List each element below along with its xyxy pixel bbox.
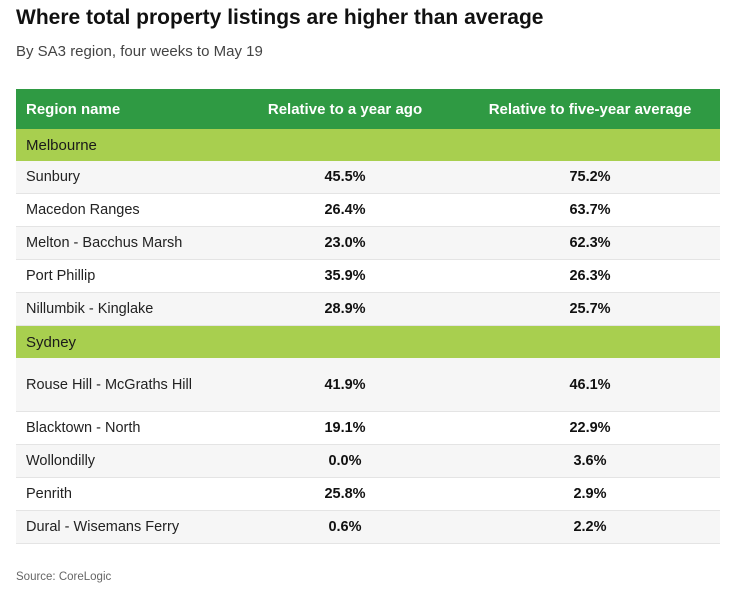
five-year-value: 2.2% <box>460 510 720 544</box>
group-sydney: Sydney Rouse Hill - McGraths Hill 41.9% … <box>16 325 720 544</box>
region-name: Rouse Hill - McGraths Hill <box>16 358 230 412</box>
year-ago-value: 0.6% <box>230 510 460 544</box>
group-melbourne: Melbourne Sunbury 45.5% 75.2% Macedon Ra… <box>16 129 720 326</box>
column-header-five-year: Relative to five-year average <box>460 89 720 129</box>
year-ago-value: 25.8% <box>230 477 460 511</box>
year-ago-value: 0.0% <box>230 444 460 478</box>
year-ago-value: 26.4% <box>230 193 460 227</box>
five-year-value: 75.2% <box>460 161 720 194</box>
column-header-year-ago: Relative to a year ago <box>230 89 460 129</box>
table-row: Rouse Hill - McGraths Hill 41.9% 46.1% <box>16 358 720 412</box>
region-name: Melton - Bacchus Marsh <box>16 226 230 260</box>
source-note: Source: CoreLogic <box>16 571 112 583</box>
table-row: Dural - Wisemans Ferry 0.6% 2.2% <box>16 510 720 544</box>
table-header-row: Region name Relative to a year ago Relat… <box>16 89 720 129</box>
listings-table: Region name Relative to a year ago Relat… <box>16 89 720 544</box>
subtitle: By SA3 region, four weeks to May 19 <box>16 43 263 60</box>
region-name: Macedon Ranges <box>16 193 230 227</box>
year-ago-value: 28.9% <box>230 292 460 326</box>
region-name: Port Phillip <box>16 259 230 293</box>
region-name: Blacktown - North <box>16 411 230 445</box>
group-label: Sydney <box>16 325 720 358</box>
table-row: Penrith 25.8% 2.9% <box>16 477 720 511</box>
five-year-value: 62.3% <box>460 226 720 260</box>
table-row: Melton - Bacchus Marsh 23.0% 62.3% <box>16 226 720 260</box>
five-year-value: 25.7% <box>460 292 720 326</box>
group-header-row: Sydney <box>16 325 720 358</box>
region-name: Sunbury <box>16 161 230 194</box>
year-ago-value: 41.9% <box>230 358 460 412</box>
table-row: Nillumbik - Kinglake 28.9% 25.7% <box>16 292 720 326</box>
group-label: Melbourne <box>16 129 720 161</box>
five-year-value: 3.6% <box>460 444 720 478</box>
region-name: Nillumbik - Kinglake <box>16 292 230 326</box>
five-year-value: 22.9% <box>460 411 720 445</box>
region-name: Wollondilly <box>16 444 230 478</box>
year-ago-value: 45.5% <box>230 161 460 194</box>
page-title: Where total property listings are higher… <box>16 6 544 29</box>
table-row: Port Phillip 35.9% 26.3% <box>16 259 720 293</box>
year-ago-value: 35.9% <box>230 259 460 293</box>
five-year-value: 26.3% <box>460 259 720 293</box>
table-row: Blacktown - North 19.1% 22.9% <box>16 411 720 445</box>
five-year-value: 2.9% <box>460 477 720 511</box>
five-year-value: 63.7% <box>460 193 720 227</box>
table-row: Macedon Ranges 26.4% 63.7% <box>16 193 720 227</box>
column-header-region: Region name <box>16 89 230 129</box>
region-name: Dural - Wisemans Ferry <box>16 510 230 544</box>
table-row: Sunbury 45.5% 75.2% <box>16 161 720 194</box>
five-year-value: 46.1% <box>460 358 720 412</box>
region-name: Penrith <box>16 477 230 511</box>
year-ago-value: 19.1% <box>230 411 460 445</box>
table-row: Wollondilly 0.0% 3.6% <box>16 444 720 478</box>
group-header-row: Melbourne <box>16 129 720 161</box>
year-ago-value: 23.0% <box>230 226 460 260</box>
